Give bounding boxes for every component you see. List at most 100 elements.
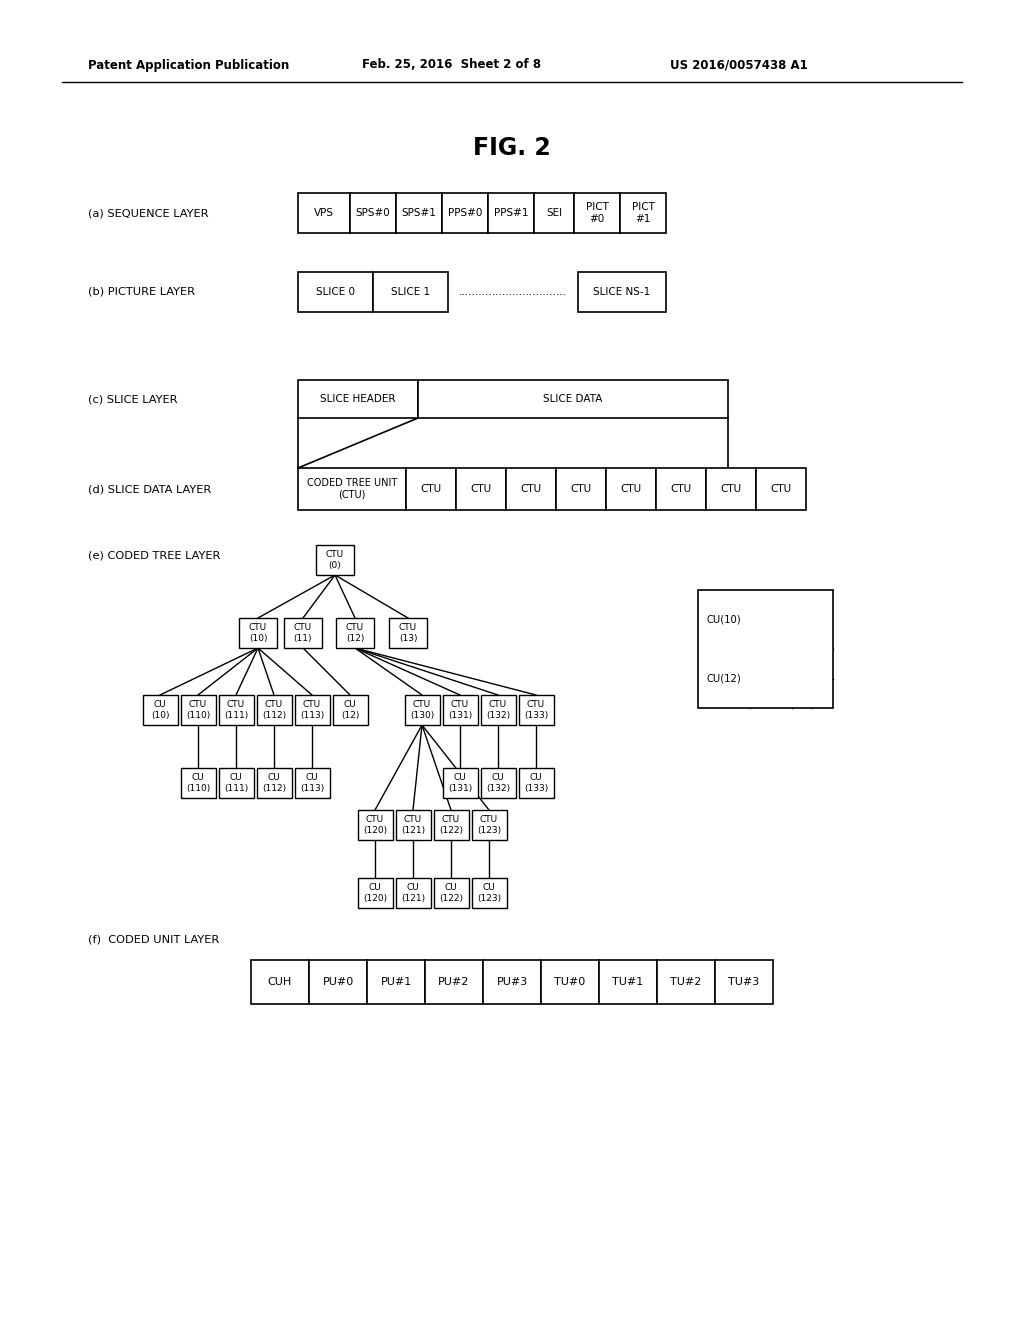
Bar [333,696,368,725]
Text: CU
(121): CU (121) [401,883,425,903]
Bar [518,768,554,799]
Text: FIG. 2: FIG. 2 [473,136,551,160]
Text: CTU: CTU [470,484,492,494]
Bar [656,469,706,510]
Text: CU
(113): CU (113) [300,774,325,793]
Text: TU#2: TU#2 [671,977,701,987]
Bar [620,193,666,234]
Bar [706,469,756,510]
Bar [406,469,456,510]
Text: CTU
(122): CTU (122) [439,816,463,834]
Text: (a) SEQUENCE LAYER: (a) SEQUENCE LAYER [88,209,209,218]
Text: PPS#1: PPS#1 [494,209,528,218]
Text: CTU
(120): CTU (120) [362,816,387,834]
Text: PU#1: PU#1 [380,977,412,987]
Text: PU#2: PU#2 [438,977,470,987]
Bar [396,193,442,234]
Text: CTU: CTU [621,484,642,494]
Text: CU
(133): CU (133) [524,774,548,793]
Text: CU
(110): CU (110) [186,774,210,793]
Text: ................................: ................................ [459,286,567,297]
Bar [574,193,620,234]
Bar [251,960,309,1005]
Text: SPS#1: SPS#1 [401,209,436,218]
Bar [357,878,392,908]
Text: PU#3: PU#3 [497,977,527,987]
Bar [298,272,373,312]
Bar [180,768,215,799]
Bar [506,469,556,510]
Bar [367,960,425,1005]
Text: CU
(120): CU (120) [362,883,387,903]
Text: CTU
(0): CTU (0) [326,550,344,570]
Bar [336,618,374,648]
Text: CUH: CUH [268,977,292,987]
Text: (e) CODED TREE LAYER: (e) CODED TREE LAYER [88,550,220,560]
Bar [488,193,534,234]
Bar [357,810,392,840]
Bar [218,696,254,725]
Bar [442,768,477,799]
Bar [606,469,656,510]
Bar [298,193,350,234]
Bar [418,380,728,418]
Text: TU#1: TU#1 [612,977,644,987]
Text: CTU
(110): CTU (110) [186,701,210,719]
Text: Patent Application Publication: Patent Application Publication [88,58,289,71]
Bar [715,960,773,1005]
Text: VPS: VPS [314,209,334,218]
Bar [316,545,354,576]
Text: (b) PICTURE LAYER: (b) PICTURE LAYER [88,286,195,297]
Text: CU
(122): CU (122) [439,883,463,903]
Bar [298,380,418,418]
Bar [556,469,606,510]
Bar [350,193,396,234]
Text: CTU
(130): CTU (130) [410,701,434,719]
Bar [180,696,215,725]
Text: SPS#0: SPS#0 [355,209,390,218]
Bar [471,878,507,908]
Text: CU
(111): CU (111) [224,774,248,793]
Bar [373,272,449,312]
Text: SLICE 0: SLICE 0 [316,286,355,297]
Text: CTU: CTU [421,484,441,494]
Bar [534,193,574,234]
Text: CU
(132): CU (132) [486,774,510,793]
Text: CTU: CTU [570,484,592,494]
Text: PU#0: PU#0 [323,977,353,987]
Text: CTU
(113): CTU (113) [300,701,325,719]
Text: CU
(131): CU (131) [447,774,472,793]
Text: CU
(112): CU (112) [262,774,286,793]
Text: SLICE 1: SLICE 1 [391,286,430,297]
Bar [518,696,554,725]
Bar [284,618,322,648]
Text: TU#0: TU#0 [554,977,586,987]
Bar [142,696,177,725]
Bar [295,768,330,799]
Bar [480,768,515,799]
Text: CU(10): CU(10) [707,615,741,624]
Bar [389,618,427,648]
Bar [395,810,430,840]
Text: SEI: SEI [546,209,562,218]
Text: PICT
#1: PICT #1 [632,202,654,224]
Text: SLICE HEADER: SLICE HEADER [321,393,395,404]
Text: TU#3: TU#3 [728,977,760,987]
Bar [471,810,507,840]
Bar [756,469,806,510]
Bar [456,469,506,510]
Bar [295,696,330,725]
Bar [425,960,483,1005]
Text: CTU
(10): CTU (10) [249,623,267,643]
Text: CTU
(132): CTU (132) [486,701,510,719]
Text: PICT
#0: PICT #0 [586,202,608,224]
Bar [599,960,657,1005]
Text: CTU
(131): CTU (131) [447,701,472,719]
Text: CTU
(111): CTU (111) [224,701,248,719]
Text: SLICE NS-1: SLICE NS-1 [593,286,650,297]
Text: CODED TREE UNIT
(CTU): CODED TREE UNIT (CTU) [307,478,397,500]
Text: CTU
(123): CTU (123) [477,816,501,834]
Text: CU
(10): CU (10) [151,701,169,719]
Bar [309,960,367,1005]
Bar [218,768,254,799]
